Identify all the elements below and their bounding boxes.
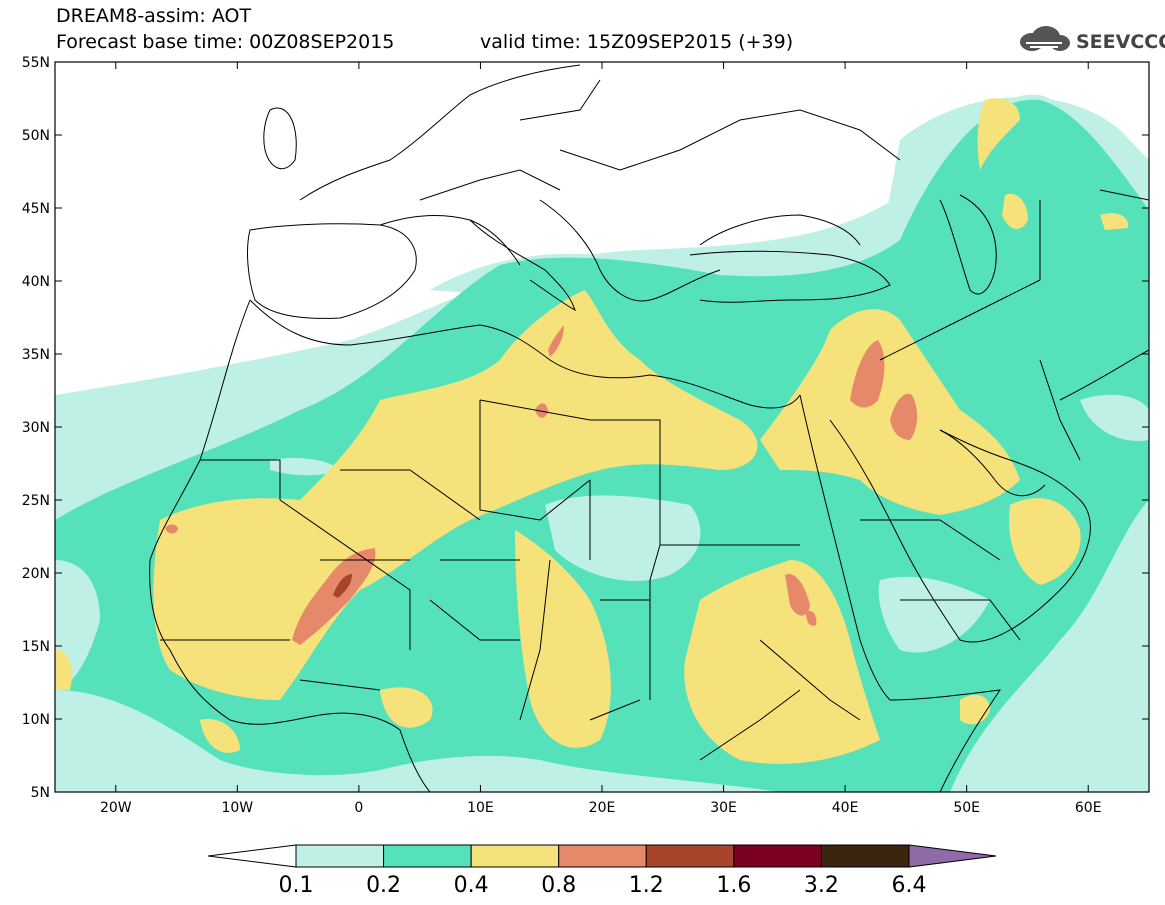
lon-tick-label: 20E [589, 800, 616, 816]
lat-tick-label: 50N [22, 128, 50, 144]
colorbar-under-arrow [207, 844, 297, 868]
lon-tick-label: 30E [710, 800, 737, 816]
colorbar-box [645, 844, 735, 868]
title-base-time: Forecast base time: 00Z08SEP2015 [56, 31, 395, 53]
colorbar-box [295, 844, 385, 868]
lat-tick-label: 10N [22, 712, 50, 728]
lat-tick-label: 30N [22, 420, 50, 436]
colorbar-label: 3.2 [804, 873, 839, 898]
lon-tick-label: 10E [467, 800, 494, 816]
colorbar-box [383, 844, 472, 868]
cloud-icon [1020, 26, 1070, 51]
title-valid-time: valid time: 15Z09SEP2015 (+39) [480, 31, 794, 53]
lon-tick-label: 60E [1075, 800, 1102, 816]
lat-tick-label: 5N [31, 785, 50, 801]
lat-tick-label: 45N [22, 201, 50, 217]
colorbar-label: 0.8 [541, 873, 576, 898]
aot-level-0.4 [55, 98, 1129, 764]
colorbar-label: 6.4 [892, 873, 927, 898]
lon-tick-label: 10W [221, 800, 253, 816]
aot-field [55, 62, 1149, 792]
lat-tick-label: 35N [22, 347, 50, 363]
lat-tick-label: 20N [22, 566, 50, 582]
colorbar-over-arrow [908, 844, 997, 868]
lon-tick-label: 20W [100, 800, 132, 816]
aot-level-0.8 [165, 325, 918, 645]
colorbar-box [733, 844, 822, 868]
logo-text: SEEVCCC [1076, 31, 1165, 53]
longitude-axis: 20W 10W 0 10E 20E 30E 40E 50E 60E [100, 62, 1102, 816]
aot-level-0.1-holes [55, 394, 1149, 690]
country-borders [149, 64, 1149, 792]
lat-tick-label: 15N [22, 639, 50, 655]
latitude-axis: 55N 50N 45N 40N 35N 30N 25N 20N 15N 10N 5N [22, 55, 1149, 801]
colorbar-box [820, 844, 910, 868]
lon-tick-label: 0 [354, 800, 363, 816]
seevccc-logo: SEEVCCC [1016, 24, 1165, 54]
lon-tick-label: 40E [832, 800, 859, 816]
colorbar: 0.1 0.2 0.4 0.8 1.2 1.6 3.2 6.4 [207, 844, 997, 898]
uk-outline [263, 107, 297, 170]
lat-tick-label: 40N [22, 274, 50, 290]
title-model: DREAM8-assim: AOT [56, 5, 252, 27]
colorbar-box [558, 844, 647, 868]
lat-tick-label: 25N [22, 493, 50, 509]
colorbar-label: 1.2 [629, 873, 664, 898]
colorbar-label: 0.1 [279, 873, 314, 898]
lat-tick-label: 55N [22, 55, 50, 71]
colorbar-label: 0.2 [366, 873, 401, 898]
colorbar-label: 0.4 [454, 873, 489, 898]
colorbar-label: 1.6 [716, 873, 751, 898]
aot-level-1.2 [333, 574, 352, 598]
lon-tick-label: 50E [953, 800, 980, 816]
colorbar-box [470, 844, 560, 868]
